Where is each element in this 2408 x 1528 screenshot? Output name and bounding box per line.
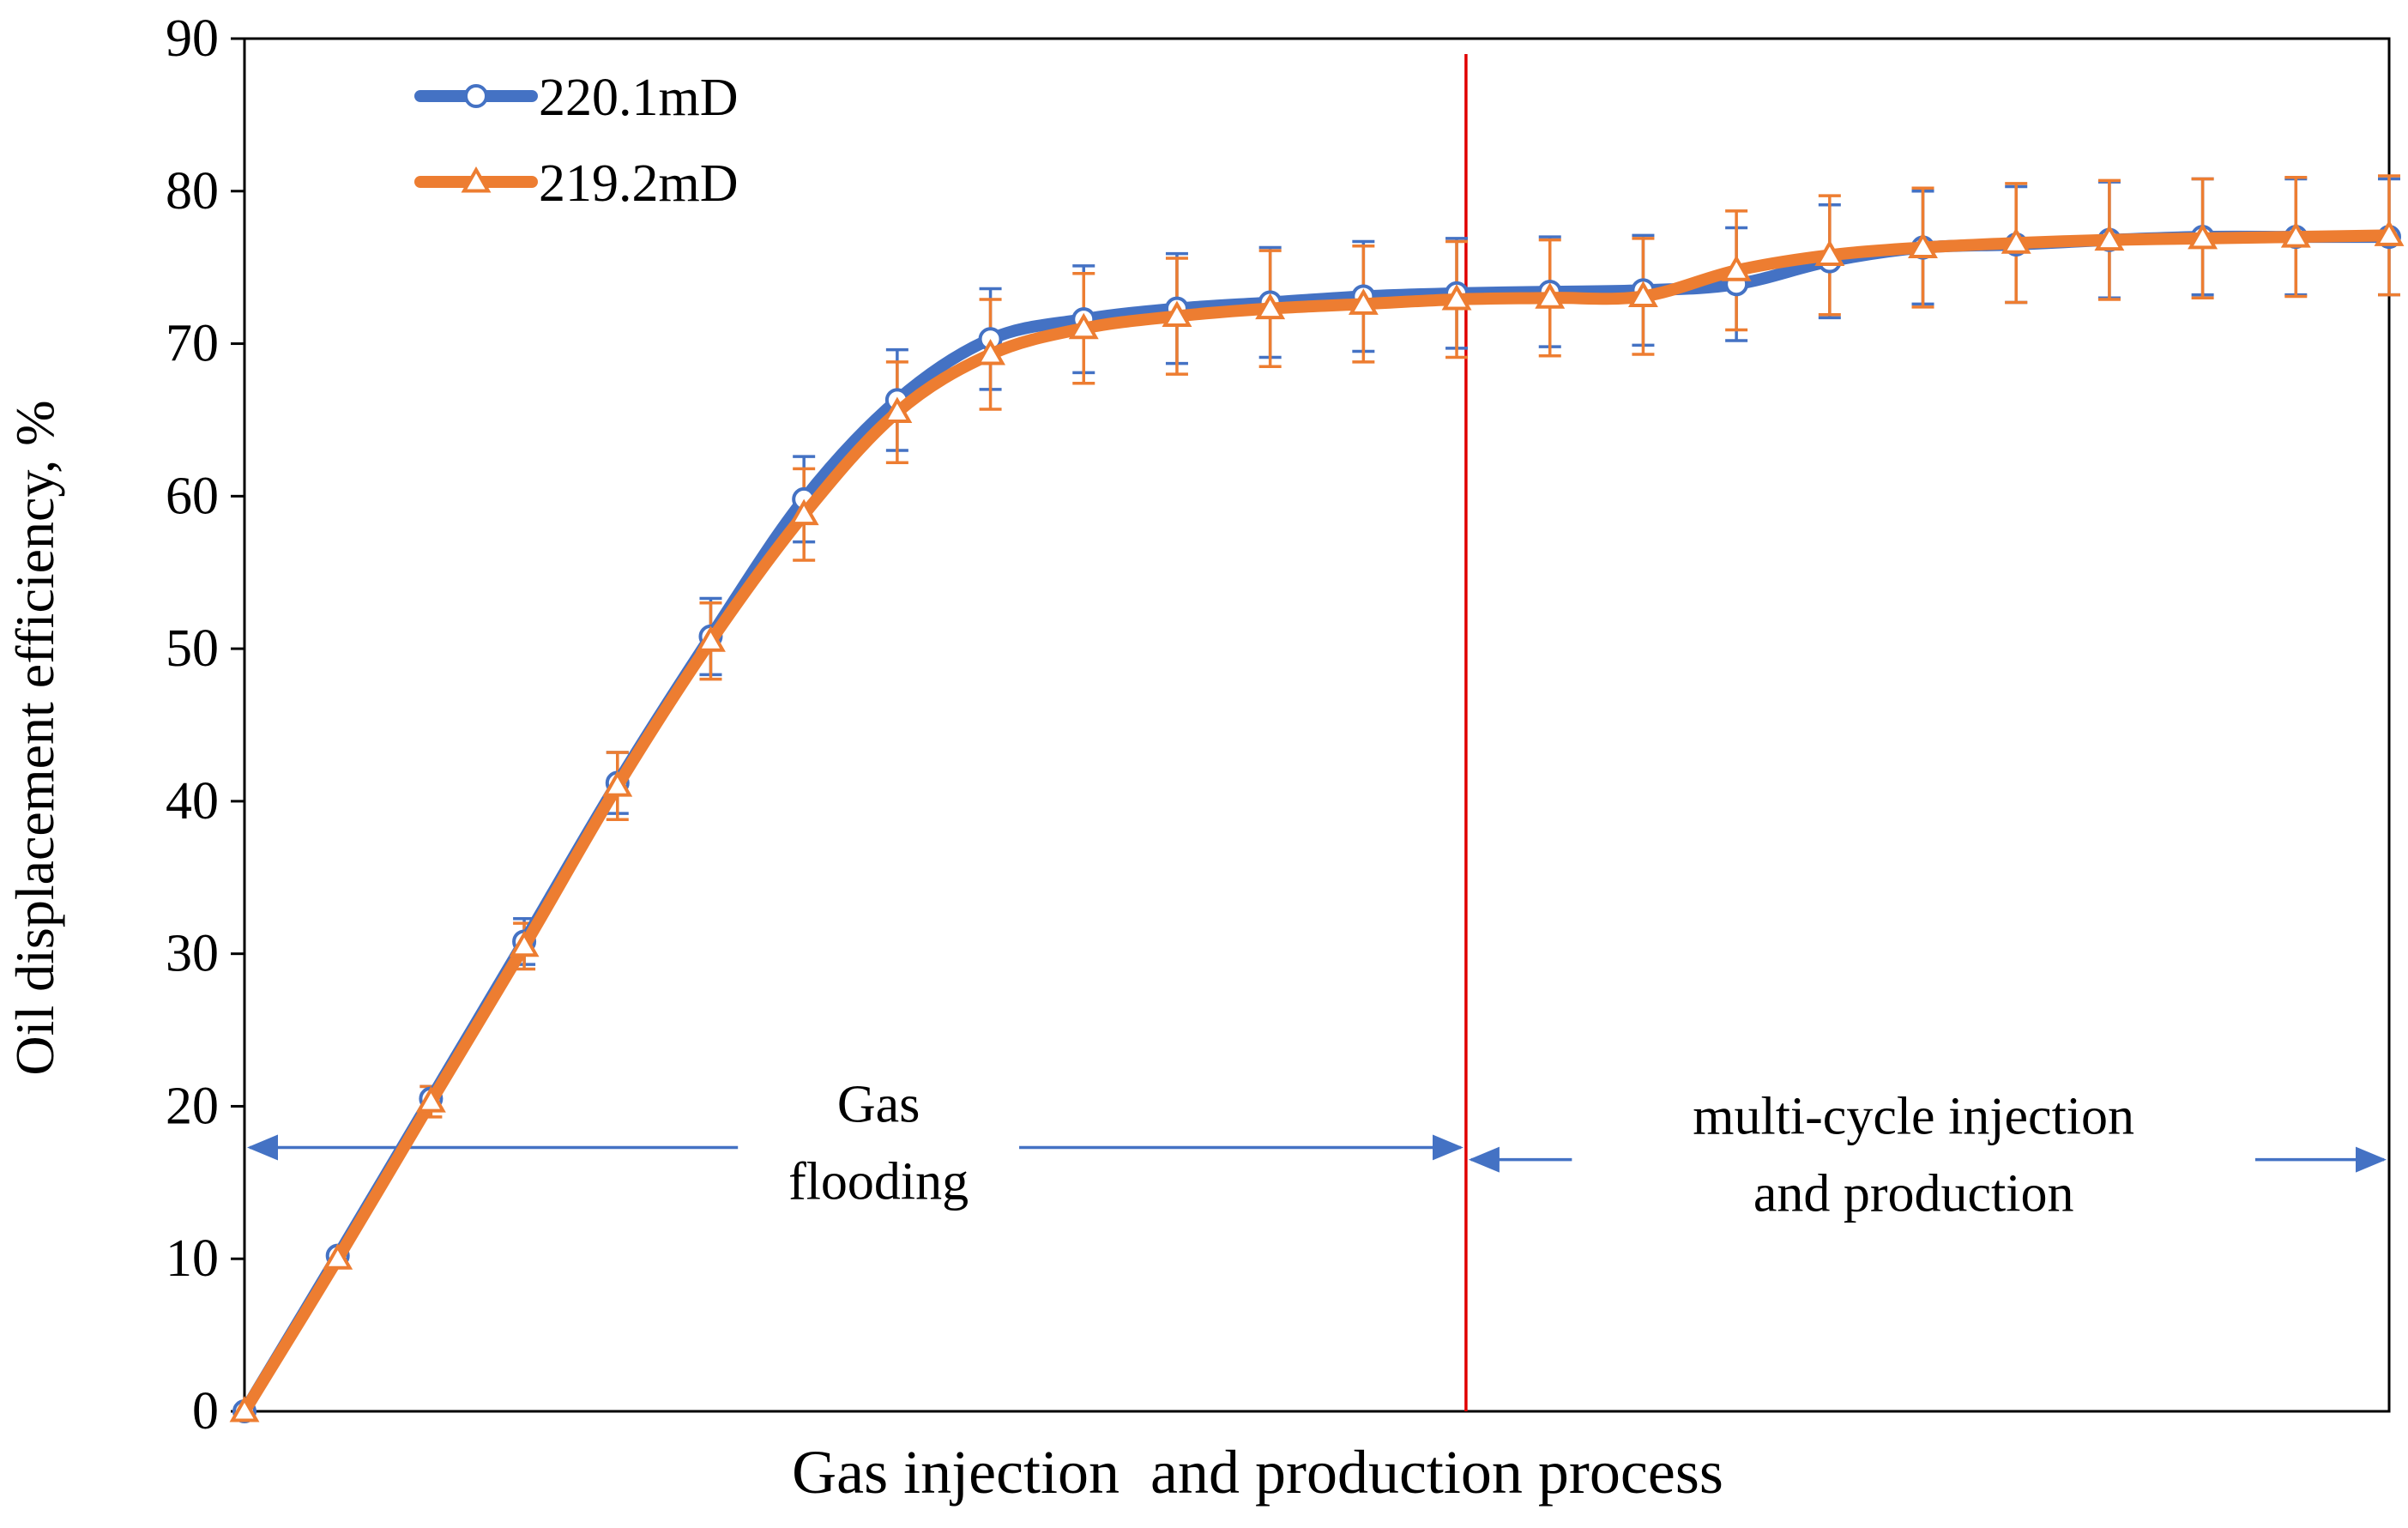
- data-point: [1162, 300, 1192, 328]
- data-point: [1348, 288, 1379, 315]
- y-tick-label: 60: [166, 467, 219, 525]
- data-point: [788, 498, 819, 526]
- y-tick-label: 0: [192, 1382, 219, 1440]
- y-tick-label: 70: [166, 315, 219, 373]
- data-point: [882, 396, 913, 424]
- data-point: [1441, 283, 1472, 311]
- data-point: [509, 930, 540, 957]
- data-point: [1068, 312, 1099, 340]
- data-point: [2280, 221, 2311, 248]
- series-0: [232, 225, 2401, 1423]
- y-tick-label: 30: [166, 925, 219, 983]
- data-point: [2094, 224, 2125, 251]
- data-point: [2001, 227, 2031, 254]
- annotation-multi-cycle: multi-cycle injection and production: [1468, 1088, 2387, 1223]
- y-tick-label: 20: [166, 1077, 219, 1135]
- annotations: Gas flooding multi-cycle injection and prod…: [247, 1075, 2387, 1223]
- y-tick-label: 80: [166, 162, 219, 220]
- plot-frame: [243, 37, 2391, 1413]
- data-point: [2188, 222, 2218, 250]
- y-tick-label: 50: [166, 619, 219, 678]
- annotation-label: and production: [1753, 1165, 2074, 1223]
- data-point: [1908, 232, 1938, 259]
- data-point: [1721, 255, 1752, 281]
- series-1: [229, 220, 2405, 1422]
- legend-label: 219.2mD: [539, 154, 739, 213]
- data-point: [415, 1086, 446, 1113]
- y-tick-label: 40: [166, 772, 219, 830]
- legend-label: 220.1mD: [539, 69, 739, 127]
- legend-item-1: 219.2mD: [414, 154, 739, 213]
- plot-area: [243, 37, 2391, 1413]
- y-tick-label: 10: [166, 1229, 219, 1288]
- legend-marker: [464, 84, 488, 108]
- series-line-0: [238, 230, 2395, 1417]
- series-layer: [229, 220, 2405, 1423]
- annotation-label: multi-cycle injection: [1693, 1088, 2134, 1146]
- data-point: [1535, 282, 1566, 309]
- series-line-1: [238, 229, 2395, 1417]
- legend: 220.1mD 219.2mD: [414, 69, 739, 213]
- data-point: [975, 338, 1006, 365]
- y-tick-label: 90: [166, 9, 219, 68]
- data-point: [696, 625, 726, 652]
- data-point: [2374, 220, 2405, 246]
- data-point: [602, 770, 633, 797]
- data-point: [1255, 293, 1286, 320]
- y-axis: 0 10 20 30 40 50 60 70 80 90: [166, 9, 244, 1440]
- x-axis-label: Gas injection and production process: [792, 1438, 1723, 1507]
- data-point: [323, 1243, 353, 1270]
- legend-item-0: 220.1mD: [414, 69, 739, 127]
- data-point: [1627, 281, 1658, 307]
- annotation-label: flooding: [788, 1152, 969, 1211]
- annotation-gas-flooding: Gas flooding: [247, 1075, 1464, 1211]
- annotation-label: Gas: [837, 1075, 920, 1133]
- data-point: [229, 1395, 260, 1422]
- legend-marker: [461, 166, 492, 193]
- y-axis-label: Oil displacement efficiency, %: [4, 400, 65, 1075]
- data-point: [1814, 239, 1845, 266]
